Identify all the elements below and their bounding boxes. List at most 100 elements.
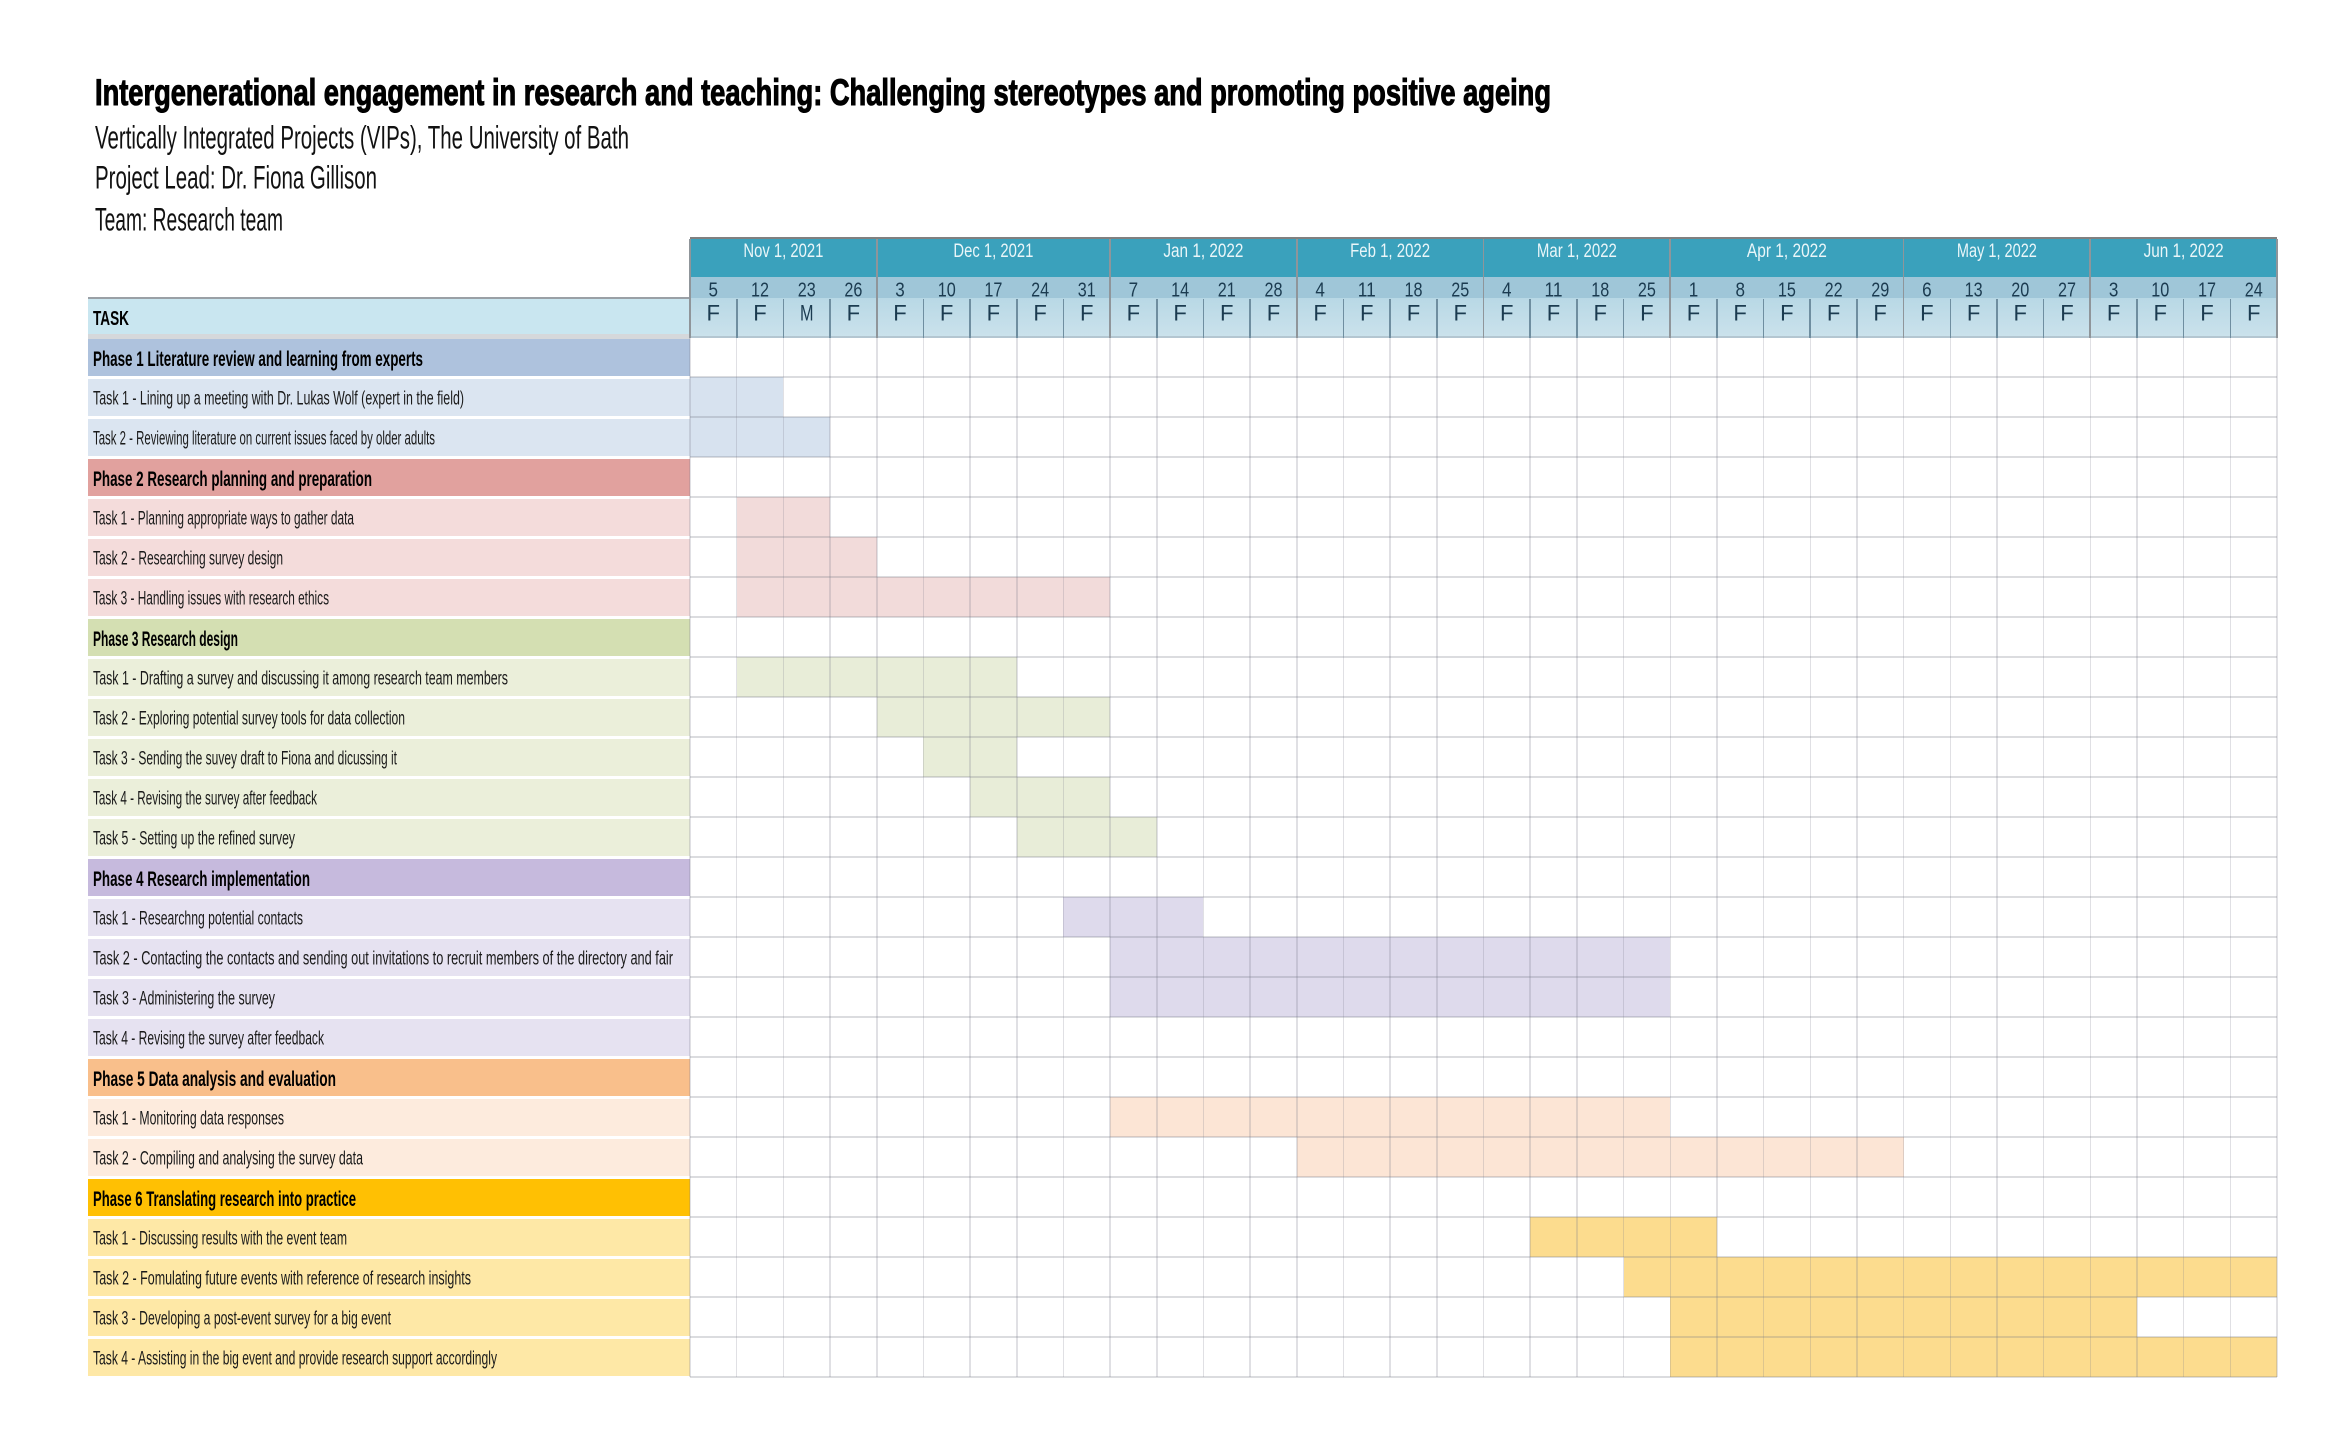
svg-text:F: F	[1827, 301, 1841, 326]
svg-text:F: F	[940, 301, 954, 326]
svg-text:Task 1 - Drafting a survey and: Task 1 - Drafting a survey and discussin…	[93, 669, 508, 690]
svg-text:F: F	[2107, 301, 2121, 326]
svg-text:F: F	[847, 301, 861, 326]
svg-text:Task 4 - Revising the survey a: Task 4 - Revising the survey after feedb…	[93, 789, 317, 810]
svg-text:1: 1	[1689, 280, 1699, 302]
svg-text:F: F	[1547, 301, 1561, 326]
svg-text:Phase 6 Translating research i: Phase 6 Translating research into practi…	[93, 1188, 356, 1211]
svg-text:F: F	[1733, 301, 1747, 326]
svg-text:12: 12	[751, 280, 769, 302]
svg-text:10: 10	[2151, 280, 2169, 302]
svg-text:Vertically Integrated Projects: Vertically Integrated Projects (VIPs), T…	[95, 120, 629, 156]
svg-text:18: 18	[1405, 280, 1423, 302]
svg-text:Task 2 - Fomulating future eve: Task 2 - Fomulating future events with r…	[93, 1269, 471, 1290]
svg-text:Task 2 - Researching survey de: Task 2 - Researching survey design	[93, 549, 283, 570]
svg-text:Phase 5 Data analysis and eval: Phase 5 Data analysis and evaluation	[93, 1068, 336, 1091]
svg-text:3: 3	[895, 280, 905, 302]
svg-text:7: 7	[1129, 280, 1139, 302]
svg-text:F: F	[2247, 301, 2261, 326]
svg-text:4: 4	[1502, 280, 1512, 302]
svg-text:15: 15	[1778, 280, 1796, 302]
svg-text:Task 3 - Handling issues with: Task 3 - Handling issues with research e…	[93, 589, 329, 610]
svg-text:F: F	[1127, 301, 1141, 326]
svg-text:F: F	[1033, 301, 1047, 326]
svg-text:F: F	[1267, 301, 1281, 326]
svg-text:F: F	[1873, 301, 1887, 326]
svg-text:F: F	[1593, 301, 1607, 326]
svg-text:F: F	[1780, 301, 1794, 326]
svg-text:10: 10	[938, 280, 956, 302]
svg-text:F: F	[1173, 301, 1187, 326]
svg-text:29: 29	[1871, 280, 1889, 302]
svg-text:13: 13	[1965, 280, 1983, 302]
svg-text:F: F	[2200, 301, 2214, 326]
svg-text:M: M	[800, 301, 814, 326]
svg-text:Phase 1 Literature review and: Phase 1 Literature review and learning f…	[93, 348, 423, 371]
svg-text:Task 1 - Monitoring data respo: Task 1 - Monitoring data responses	[93, 1109, 284, 1130]
svg-text:F: F	[1967, 301, 1981, 326]
svg-text:24: 24	[2245, 280, 2263, 302]
svg-text:Phase 2 Research planning and: Phase 2 Research planning and preparatio…	[93, 468, 372, 491]
svg-text:Task 2 - Contacting the contac: Task 2 - Contacting the contacts and sen…	[93, 949, 673, 970]
svg-text:Task 1 - Lining up a meeting w: Task 1 - Lining up a meeting with Dr. Lu…	[93, 389, 464, 410]
svg-text:F: F	[1080, 301, 1094, 326]
svg-text:11: 11	[1358, 280, 1376, 302]
svg-text:17: 17	[984, 280, 1002, 302]
svg-text:3: 3	[2109, 280, 2119, 302]
svg-text:Dec 1, 2021: Dec 1, 2021	[953, 241, 1033, 262]
svg-text:F: F	[1640, 301, 1654, 326]
svg-text:F: F	[2014, 301, 2028, 326]
svg-text:14: 14	[1171, 280, 1189, 302]
svg-text:18: 18	[1591, 280, 1609, 302]
svg-text:F: F	[2154, 301, 2168, 326]
svg-text:11: 11	[1545, 280, 1563, 302]
svg-text:Team: Research team: Team: Research team	[95, 202, 283, 238]
svg-text:Task 4 - Assisting in the big: Task 4 - Assisting in the big event and …	[93, 1349, 497, 1370]
svg-text:F: F	[2060, 301, 2074, 326]
svg-text:28: 28	[1265, 280, 1283, 302]
svg-text:Task 3 - Sending the suvey dra: Task 3 - Sending the suvey draft to Fion…	[93, 749, 397, 770]
svg-text:F: F	[1360, 301, 1374, 326]
svg-text:F: F	[987, 301, 1001, 326]
svg-text:31: 31	[1078, 280, 1096, 302]
svg-text:23: 23	[798, 280, 816, 302]
svg-text:8: 8	[1735, 280, 1745, 302]
svg-text:F: F	[753, 301, 767, 326]
svg-text:Mar 1, 2022: Mar 1, 2022	[1537, 241, 1617, 262]
svg-text:Task 1 - Planning appropriate: Task 1 - Planning appropriate ways to ga…	[93, 509, 354, 530]
svg-text:F: F	[1220, 301, 1234, 326]
svg-text:Task 4 - Revising the survey a: Task 4 - Revising the survey after feedb…	[93, 1029, 324, 1050]
svg-text:Jan 1, 2022: Jan 1, 2022	[1163, 241, 1243, 262]
svg-text:F: F	[893, 301, 907, 326]
svg-text:Phase 3 Research design: Phase 3 Research design	[93, 628, 238, 651]
svg-text:Task 3 - Developing a post-eve: Task 3 - Developing a post-event survey …	[93, 1309, 391, 1330]
svg-text:22: 22	[1825, 280, 1843, 302]
svg-text:17: 17	[2198, 280, 2216, 302]
svg-text:25: 25	[1638, 280, 1656, 302]
svg-text:5: 5	[709, 280, 719, 302]
svg-text:F: F	[707, 301, 721, 326]
svg-text:6: 6	[1922, 280, 1932, 302]
svg-text:May 1, 2022: May 1, 2022	[1957, 241, 2037, 262]
svg-text:Task 5 - Setting up the refine: Task 5 - Setting up the refined survey	[93, 829, 295, 850]
svg-text:Task 3 - Administering the sur: Task 3 - Administering the survey	[93, 989, 275, 1010]
svg-text:F: F	[1500, 301, 1514, 326]
svg-text:Phase 4 Research implementatio: Phase 4 Research implementation	[93, 868, 310, 891]
svg-text:Task 1 - Researchng potential: Task 1 - Researchng potential contacts	[93, 909, 303, 930]
svg-text:Task 2 - Compiling and analysi: Task 2 - Compiling and analysing the sur…	[93, 1149, 363, 1170]
svg-text:F: F	[1453, 301, 1467, 326]
svg-text:Jun 1, 2022: Jun 1, 2022	[2144, 241, 2224, 262]
svg-text:F: F	[1920, 301, 1934, 326]
svg-text:Nov 1, 2021: Nov 1, 2021	[743, 241, 823, 262]
svg-text:Apr 1, 2022: Apr 1, 2022	[1747, 241, 1827, 262]
svg-text:Task 2 - Exploring potential s: Task 2 - Exploring potential survey tool…	[93, 709, 405, 730]
svg-text:24: 24	[1031, 280, 1049, 302]
svg-text:TASK: TASK	[93, 308, 129, 330]
svg-text:Task 1 - Discussing results wi: Task 1 - Discussing results with the eve…	[93, 1229, 347, 1250]
svg-text:F: F	[1407, 301, 1421, 326]
svg-text:21: 21	[1218, 280, 1236, 302]
svg-text:F: F	[1313, 301, 1327, 326]
svg-text:27: 27	[2058, 280, 2076, 302]
svg-text:Task 2 - Reviewing literature: Task 2 - Reviewing literature on current…	[93, 429, 435, 450]
svg-text:F: F	[1687, 301, 1701, 326]
